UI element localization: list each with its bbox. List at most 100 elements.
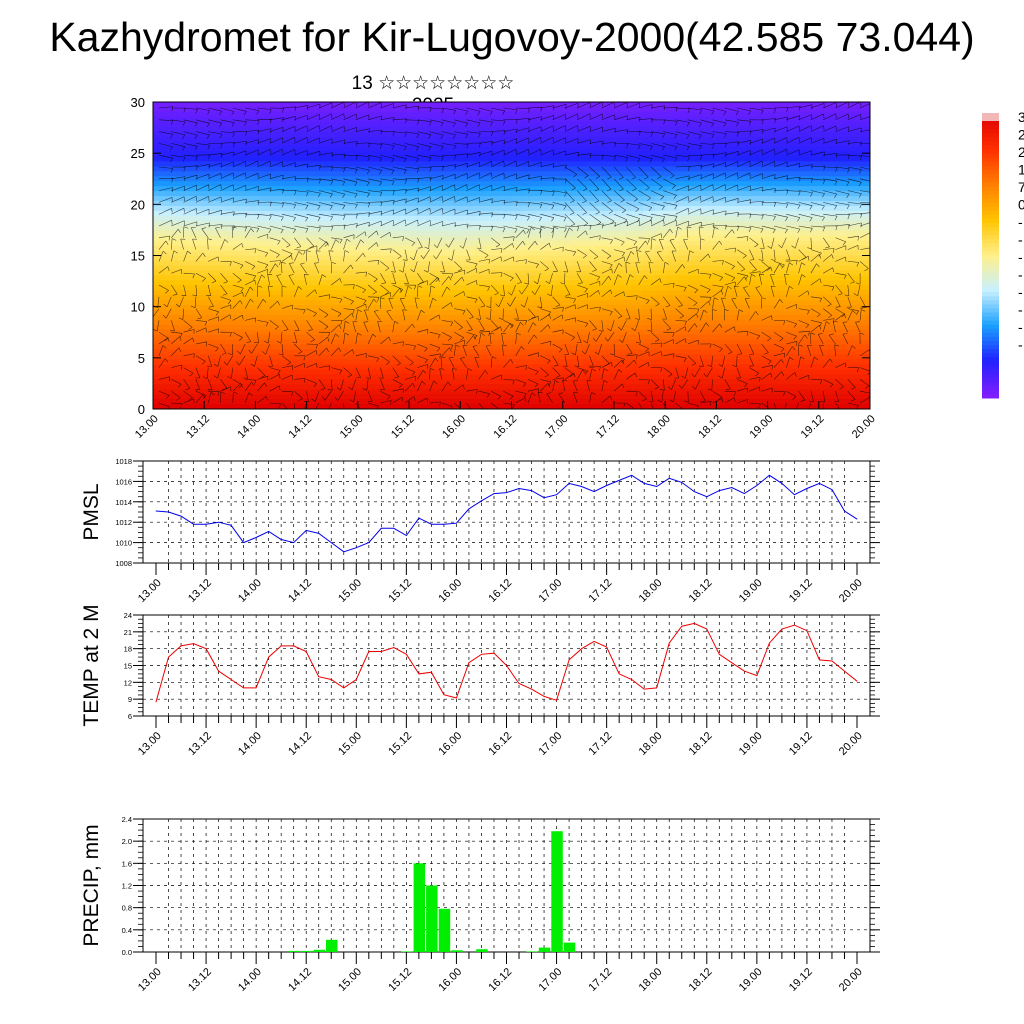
- x-tick-label: 18.12: [687, 730, 715, 758]
- x-tick-label: 14.00: [236, 577, 264, 605]
- y-tick-label: 0.4: [122, 926, 132, 935]
- x-tick-label: 15.12: [386, 577, 414, 605]
- heatmap-field: [153, 102, 870, 409]
- data-point: [293, 542, 295, 543]
- data-point: [230, 524, 232, 526]
- x-tick-label: 13.12: [186, 966, 214, 994]
- y-tick-label: 1016: [115, 477, 132, 486]
- data-point: [656, 687, 658, 689]
- data-point: [193, 643, 195, 644]
- data-point: [693, 623, 695, 624]
- x-tick-label: 14.12: [286, 577, 314, 605]
- data-point: [380, 651, 382, 652]
- plot-frame: [142, 460, 871, 564]
- data-point: [844, 670, 845, 672]
- data-point: [756, 675, 758, 676]
- x-tick-label: 16.12: [491, 413, 519, 441]
- data-point: [481, 500, 482, 502]
- data-point: [668, 477, 670, 479]
- data-point: [330, 679, 332, 680]
- x-tick-label: 16.00: [440, 413, 468, 441]
- y-tick-label: 0.0: [122, 948, 132, 957]
- data-point: [593, 491, 595, 492]
- grid: [143, 461, 870, 563]
- data-point: [280, 539, 282, 540]
- x-tick-label: 19.12: [787, 730, 815, 758]
- data-point: [806, 630, 808, 632]
- data-point: [769, 474, 770, 476]
- data-point: [631, 474, 633, 476]
- y-tick-label: 24: [124, 611, 132, 620]
- x-tick-label: 14.12: [287, 413, 315, 441]
- precip-bar: [313, 949, 325, 952]
- data-point: [731, 662, 733, 664]
- y-tick-label: 0.8: [122, 904, 132, 913]
- precip-bar: [563, 942, 576, 952]
- y-tick-label: 1.2: [122, 882, 132, 891]
- x-tick-label: 14.12: [286, 730, 314, 758]
- x-tick-label: 19.00: [737, 577, 765, 605]
- data-point: [581, 648, 582, 650]
- data-point: [706, 496, 708, 498]
- y-tick-label: 6: [128, 712, 132, 721]
- data-point: [794, 624, 795, 626]
- x-tick-label: 15.12: [389, 413, 417, 441]
- x-tick-label: 19.12: [787, 577, 815, 605]
- y-tick-label: 1008: [115, 559, 132, 568]
- x-tick-label: 13.12: [186, 730, 214, 758]
- y-tick-label: 1014: [115, 498, 132, 507]
- y-tick-label: 30: [131, 95, 145, 110]
- x-tick-label: 16.00: [436, 577, 464, 605]
- x-tick-label: 14.00: [236, 730, 264, 758]
- x-tick-label: 19.12: [787, 966, 815, 994]
- data-point: [443, 523, 445, 525]
- data-point: [305, 530, 307, 531]
- data-point: [794, 494, 795, 496]
- y-axis-title: TEMP at 2 M: [80, 604, 103, 726]
- data-point: [631, 679, 633, 680]
- data-point: [255, 687, 257, 689]
- data-point: [155, 701, 157, 703]
- data-point: [681, 625, 683, 627]
- data-point: [743, 493, 745, 494]
- data-point: [593, 641, 595, 642]
- x-tick-label: 19.00: [737, 730, 765, 758]
- data-point: [581, 486, 582, 487]
- x-tick-label: 13.00: [136, 577, 164, 605]
- x-tick-label: 19.00: [747, 413, 775, 441]
- x-tick-label: 13.00: [133, 413, 161, 441]
- data-point: [856, 518, 858, 520]
- x-tick-label: 13.12: [186, 577, 214, 605]
- y-tick-label: 25: [131, 146, 145, 161]
- x-tick-label: 18.00: [637, 966, 665, 994]
- y-tick-label: 1010: [115, 539, 132, 548]
- data-point: [305, 651, 307, 652]
- data-point: [180, 645, 182, 647]
- data-point: [781, 628, 783, 630]
- data-point: [406, 653, 407, 655]
- data-point: [318, 533, 320, 534]
- data-point: [668, 642, 670, 644]
- wind-barbs: [153, 102, 870, 409]
- data-point: [781, 483, 783, 484]
- data-point: [180, 515, 182, 517]
- data-point: [543, 696, 545, 697]
- data-point: [606, 646, 607, 648]
- x-tick-label: 17.12: [587, 966, 615, 994]
- y-tick-label: 0: [138, 402, 145, 417]
- cross-section-heatmap: 0 5 10 15 20 25 30 13.00 13.12 14.00 14.12 15.00 15.…: [131, 95, 878, 441]
- precip-bar: [413, 863, 426, 952]
- x-tick-label: 14.00: [236, 966, 264, 994]
- data-point: [493, 652, 495, 654]
- series-line: [155, 474, 858, 553]
- data-point: [330, 542, 332, 543]
- data-point: [280, 645, 282, 647]
- y-axis-title: PMSL: [80, 483, 103, 540]
- data-point: [393, 527, 395, 529]
- data-point: [368, 542, 370, 543]
- x-tick-label: 17.00: [536, 730, 564, 758]
- data-point: [205, 648, 207, 650]
- data-point: [468, 508, 470, 510]
- data-point: [431, 523, 432, 525]
- data-point: [743, 670, 745, 672]
